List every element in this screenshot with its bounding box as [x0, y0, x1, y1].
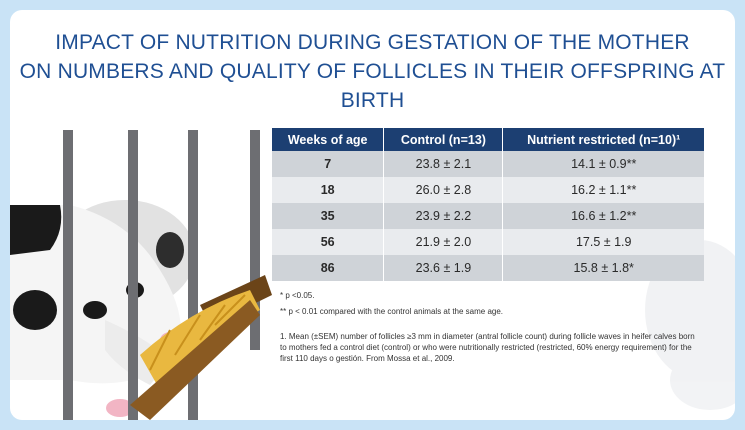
- cell-weeks: 18: [272, 177, 385, 203]
- cell-control: 23.6 ± 1.9: [383, 255, 504, 281]
- footnote-single-star: * p <0.05.: [280, 291, 315, 300]
- column-header-weeks: Weeks of age: [272, 128, 385, 151]
- table-row: 18 26.0 ± 2.8 16.2 ± 1.1**: [272, 177, 704, 203]
- cell-restricted: 14.1 ± 0.9**: [502, 151, 704, 177]
- table-header-row: Weeks of age Control (n=13) Nutrient res…: [272, 128, 704, 151]
- footnote-double-star: ** p < 0.01 compared with the control an…: [280, 307, 504, 316]
- cell-weeks: 86: [272, 255, 385, 281]
- cow-illustration: [10, 130, 735, 420]
- cell-control: 23.8 ± 2.1: [383, 151, 504, 177]
- cell-restricted: 17.5 ± 1.9: [502, 229, 704, 255]
- cell-control: 21.9 ± 2.0: [383, 229, 504, 255]
- table-row: 7 23.8 ± 2.1 14.1 ± 0.9**: [272, 151, 704, 177]
- column-header-control: Control (n=13): [383, 128, 504, 151]
- cell-weeks: 7: [272, 151, 385, 177]
- cell-restricted: 16.6 ± 1.2**: [502, 203, 704, 229]
- cell-weeks: 56: [272, 229, 385, 255]
- page-title: IMPACT OF NUTRITION DURING GESTATION OF …: [10, 28, 735, 115]
- table-row: 56 21.9 ± 2.0 17.5 ± 1.9: [272, 229, 704, 255]
- cell-weeks: 35: [272, 203, 385, 229]
- follicle-table: Weeks of age Control (n=13) Nutrient res…: [272, 128, 704, 281]
- table-row: 35 23.9 ± 2.2 16.6 ± 1.2**: [272, 203, 704, 229]
- title-line-1: IMPACT OF NUTRITION DURING GESTATION OF …: [55, 31, 690, 54]
- footnote-numbered: 1. Mean (±SEM) number of follicles ≥3 mm…: [280, 332, 695, 363]
- column-header-restricted: Nutrient restricted (n=10)¹: [502, 128, 704, 151]
- cell-control: 26.0 ± 2.8: [383, 177, 504, 203]
- table-row: 86 23.6 ± 1.9 15.8 ± 1.8*: [272, 255, 704, 281]
- hay-trough: [130, 275, 272, 420]
- title-line-2: ON NUMBERS AND QUALITY OF FOLLICLES IN T…: [19, 60, 726, 112]
- gate-bars: [63, 130, 260, 420]
- cell-control: 23.9 ± 2.2: [383, 203, 504, 229]
- content-card: IMPACT OF NUTRITION DURING GESTATION OF …: [10, 10, 735, 420]
- cell-restricted: 16.2 ± 1.1**: [502, 177, 704, 203]
- cell-restricted: 15.8 ± 1.8*: [502, 255, 704, 281]
